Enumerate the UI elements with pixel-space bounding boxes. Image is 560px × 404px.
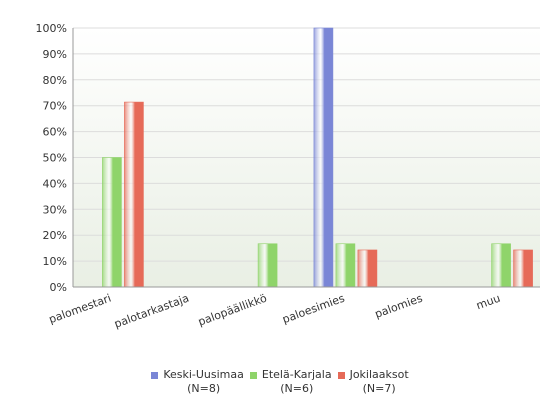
bar-jokilaaksot-palomestari	[124, 101, 144, 288]
y-tick-label: 70%	[43, 100, 67, 113]
legend-swatch-jokilaaksot	[337, 372, 345, 379]
legend-count-keski-uusimaa: (N=8)	[187, 382, 221, 395]
gridlines	[73, 27, 540, 262]
y-tick-label: 90%	[43, 48, 67, 61]
bar-etela-karjala-palomestari	[102, 157, 122, 288]
legend-count-jokilaaksot: (N=7)	[362, 382, 396, 395]
legend-count-etela-karjala: (N=6)	[280, 382, 314, 395]
x-tick-label-palopaallikko: palopäällikkö	[196, 292, 269, 329]
x-axis-tick-labels: palomestari palotarkastaja palopäällikkö pa…	[47, 292, 502, 331]
y-tick-label: 20%	[43, 229, 67, 242]
bar-jokilaaksot-paloesimies	[357, 249, 378, 288]
bar-etela-karjala-paloesimies	[335, 243, 356, 288]
legend-label-etela-karjala: Etelä-Karjala	[261, 368, 332, 381]
x-tick-label-muu: muu	[474, 292, 502, 313]
legend-item-etela-karjala: Etelä-Karjala (N=6)	[249, 368, 332, 396]
x-tick-label-paloesimies: paloesimies	[281, 292, 347, 327]
bar-etela-karjala-palopaallikko	[257, 243, 278, 288]
x-tick-label-palomestari: palomestari	[47, 292, 113, 327]
x-tick-label-palomies: palomies	[373, 292, 424, 321]
x-tick-label-palotarkastaja: palotarkastaja	[112, 292, 190, 331]
legend-item-jokilaaksot: Jokilaaksot (N=7)	[337, 368, 409, 396]
y-tick-label: 40%	[43, 177, 67, 190]
y-tick-label: 100%	[36, 22, 67, 35]
bar-jokilaaksot-muu	[513, 249, 533, 288]
y-tick-label: 0%	[50, 281, 67, 294]
bar-etela-karjala-muu	[491, 243, 511, 288]
y-tick-label: 80%	[43, 74, 67, 87]
legend-swatch-keski-uusimaa	[151, 372, 159, 379]
legend-label-jokilaaksot: Jokilaaksot	[349, 368, 409, 381]
bars	[102, 27, 533, 288]
bar-keski-uusimaa-paloesimies	[313, 27, 334, 288]
y-axis-tick-labels: 0% 10% 20% 30% 40% 50% 60% 70% 80% 90% 100%	[36, 22, 67, 294]
y-tick-label: 30%	[43, 203, 67, 216]
y-tick-label: 50%	[43, 152, 67, 165]
y-tick-label: 60%	[43, 126, 67, 139]
axes	[72, 28, 540, 288]
legend-swatch-etela-karjala	[249, 372, 257, 379]
legend-item-keski-uusimaa: Keski-Uusimaa (N=8)	[151, 368, 244, 396]
legend-label-keski-uusimaa: Keski-Uusimaa	[163, 368, 244, 381]
legend: Keski-Uusimaa (N=8) Etelä-Karjala (N=6) …	[0, 368, 560, 396]
y-tick-label: 10%	[43, 255, 67, 268]
